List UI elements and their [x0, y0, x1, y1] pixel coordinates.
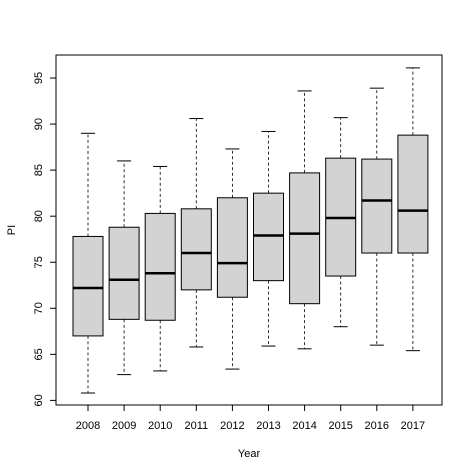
- box-2012: [216, 148, 248, 370]
- y-tick-label: 90: [33, 118, 45, 130]
- iqr-box: [361, 158, 393, 254]
- y-axis: 60 65 70 75 80 85 90 95: [33, 72, 56, 407]
- iqr-box: [144, 212, 176, 321]
- x-tick-label: 2015: [328, 420, 352, 432]
- box-2011: [180, 118, 212, 348]
- iqr-box: [289, 172, 321, 305]
- x-tick-label: 2017: [401, 420, 425, 432]
- iqr-box: [253, 192, 284, 282]
- y-tick-label: 85: [33, 164, 45, 176]
- box-2016: [361, 87, 393, 346]
- y-tick-label: 80: [33, 210, 45, 222]
- box-2008: [72, 132, 104, 394]
- x-tick-label: 2014: [292, 420, 316, 432]
- x-axis: 2008 2009 2010 2011 2012 2013 2014 2015 2016 2017: [76, 405, 425, 432]
- boxes-group: [72, 67, 429, 394]
- y-tick-label: 75: [33, 256, 45, 268]
- iqr-box: [216, 197, 248, 298]
- y-tick-label: 60: [33, 394, 45, 406]
- x-tick-label: 2016: [365, 420, 389, 432]
- iqr-box: [180, 208, 212, 291]
- y-tick-label: 65: [33, 348, 45, 360]
- y-axis-title: PI: [6, 225, 18, 235]
- x-tick-label: 2008: [76, 420, 100, 432]
- iqr-box: [108, 226, 140, 320]
- x-tick-label: 2013: [256, 420, 280, 432]
- x-tick-label: 2009: [112, 420, 136, 432]
- box-2014: [289, 90, 321, 350]
- y-tick-label: 95: [33, 72, 45, 84]
- box-2015: [325, 117, 357, 328]
- box-2010: [144, 165, 176, 372]
- iqr-box: [397, 134, 429, 254]
- box-2009: [108, 160, 140, 376]
- x-tick-label: 2010: [148, 420, 172, 432]
- iqr-box: [72, 235, 104, 337]
- box-2017: [397, 67, 429, 352]
- plot-frame: [55, 54, 443, 406]
- x-axis-title: Year: [238, 448, 261, 460]
- box-2013: [253, 130, 284, 347]
- y-tick-label: 70: [33, 302, 45, 314]
- x-tick-label: 2011: [184, 420, 208, 432]
- x-tick-label: 2012: [220, 420, 244, 432]
